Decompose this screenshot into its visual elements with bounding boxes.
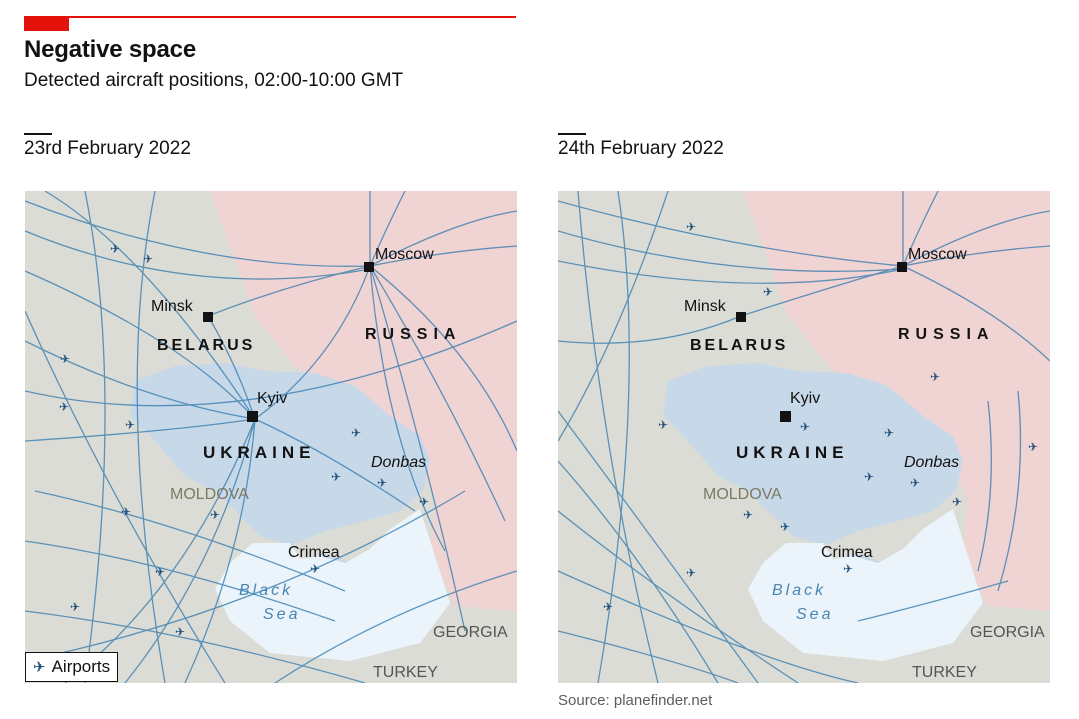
- label-georgia: GEORGIA: [970, 624, 1045, 641]
- svg-text:✈: ✈: [1028, 440, 1038, 454]
- label-minsk: Minsk: [684, 298, 727, 315]
- label-ukraine: UKRAINE: [203, 443, 315, 462]
- label-black: Black: [772, 582, 826, 599]
- label-crimea: Crimea: [288, 544, 340, 561]
- svg-text:✈: ✈: [658, 418, 668, 432]
- label-kyiv: Kyiv: [257, 390, 287, 407]
- label-sea: Sea: [796, 606, 833, 623]
- svg-text:✈: ✈: [351, 426, 361, 440]
- chart-title: Negative space: [24, 36, 196, 63]
- moscow-marker: [364, 262, 374, 272]
- label-black: Black: [239, 582, 293, 599]
- chart-subtitle: Detected aircraft positions, 02:00-10:00…: [24, 70, 404, 91]
- flight-tracks: [25, 191, 517, 683]
- label-ukraine: UKRAINE: [736, 443, 848, 462]
- svg-text:✈: ✈: [155, 565, 165, 579]
- svg-text:✈: ✈: [800, 420, 810, 434]
- svg-text:✈: ✈: [930, 370, 940, 384]
- svg-text:✈: ✈: [686, 220, 696, 234]
- label-donbas: Donbas: [904, 454, 959, 471]
- svg-text:✈: ✈: [780, 520, 790, 534]
- label-moscow: Moscow: [908, 246, 967, 263]
- svg-text:✈: ✈: [884, 426, 894, 440]
- svg-text:✈: ✈: [121, 505, 131, 519]
- map-svg-left: ✈ ✈ ✈ ✈ ✈ ✈ ✈ ✈ ✈ ✈ ✈ ✈ ✈ ✈ ✈ Moscow Minsk Kyiv RU…: [25, 191, 517, 683]
- svg-text:✈: ✈: [70, 600, 80, 614]
- svg-text:✈: ✈: [952, 495, 962, 509]
- svg-text:✈: ✈: [763, 285, 773, 299]
- minsk-marker: [736, 312, 746, 322]
- label-moldova: MOLDOVA: [170, 486, 249, 503]
- svg-text:✈: ✈: [310, 562, 320, 576]
- svg-text:✈: ✈: [864, 470, 874, 484]
- label-russia: RUSSIA: [898, 326, 994, 343]
- flight-tracks: [558, 191, 1050, 683]
- label-georgia: GEORGIA: [433, 624, 508, 641]
- svg-text:✈: ✈: [843, 562, 853, 576]
- svg-text:✈: ✈: [125, 418, 135, 432]
- panel-date-left: 23rd February 2022: [24, 133, 191, 159]
- region-ukraine: [663, 363, 963, 546]
- svg-text:✈: ✈: [910, 476, 920, 490]
- label-russia: RUSSIA: [365, 326, 461, 343]
- svg-text:✈: ✈: [603, 600, 613, 614]
- svg-text:✈: ✈: [686, 566, 696, 580]
- kyiv-marker: [780, 411, 791, 422]
- panel-date-right: 24th February 2022: [558, 133, 724, 159]
- label-moldova: MOLDOVA: [703, 486, 782, 503]
- label-sea: Sea: [263, 606, 300, 623]
- kyiv-marker: [247, 411, 258, 422]
- label-crimea: Crimea: [821, 544, 873, 561]
- airplane-icon: ✈: [33, 659, 46, 676]
- label-minsk: Minsk: [151, 298, 194, 315]
- city-markers: [203, 262, 374, 422]
- label-moscow: Moscow: [375, 246, 434, 263]
- black-sea: [215, 509, 450, 661]
- svg-text:✈: ✈: [377, 476, 387, 490]
- source-note: Source: planefinder.net: [558, 692, 713, 709]
- svg-text:✈: ✈: [60, 352, 70, 366]
- svg-text:✈: ✈: [331, 470, 341, 484]
- legend-label: Airports: [51, 657, 111, 676]
- airport-markers: ✈ ✈ ✈ ✈ ✈ ✈ ✈ ✈ ✈ ✈ ✈ ✈ ✈ ✈ ✈: [603, 220, 1038, 614]
- svg-text:✈: ✈: [175, 625, 185, 639]
- svg-text:✈: ✈: [59, 400, 69, 414]
- accent-rule: [24, 16, 516, 18]
- legend-airports: ✈ Airports: [25, 652, 119, 682]
- label-belarus: BELARUS: [690, 337, 788, 354]
- svg-text:✈: ✈: [743, 508, 753, 522]
- black-sea: [748, 509, 983, 661]
- label-turkey: TURKEY: [912, 664, 977, 681]
- minsk-marker: [203, 312, 213, 322]
- svg-text:✈: ✈: [210, 508, 220, 522]
- svg-text:✈: ✈: [419, 495, 429, 509]
- map-svg-right: ✈ ✈ ✈ ✈ ✈ ✈ ✈ ✈ ✈ ✈ ✈ ✈ ✈ ✈ ✈ Moscow Minsk Kyiv RU…: [558, 191, 1050, 683]
- map-panel-left: ✈ ✈ ✈ ✈ ✈ ✈ ✈ ✈ ✈ ✈ ✈ ✈ ✈ ✈ ✈ Moscow Minsk Kyiv RU…: [25, 191, 517, 683]
- label-donbas: Donbas: [371, 454, 426, 471]
- moscow-marker: [897, 262, 907, 272]
- svg-text:✈: ✈: [143, 252, 153, 266]
- map-panel-right: ✈ ✈ ✈ ✈ ✈ ✈ ✈ ✈ ✈ ✈ ✈ ✈ ✈ ✈ ✈ Moscow Minsk Kyiv RU…: [558, 191, 1050, 683]
- accent-tab: [24, 16, 69, 31]
- label-belarus: BELARUS: [157, 337, 255, 354]
- svg-text:✈: ✈: [110, 242, 120, 256]
- label-kyiv: Kyiv: [790, 390, 820, 407]
- airport-markers: ✈ ✈ ✈ ✈ ✈ ✈ ✈ ✈ ✈ ✈ ✈ ✈ ✈ ✈ ✈: [59, 242, 429, 639]
- city-markers: [736, 262, 907, 422]
- label-turkey: TURKEY: [373, 664, 438, 681]
